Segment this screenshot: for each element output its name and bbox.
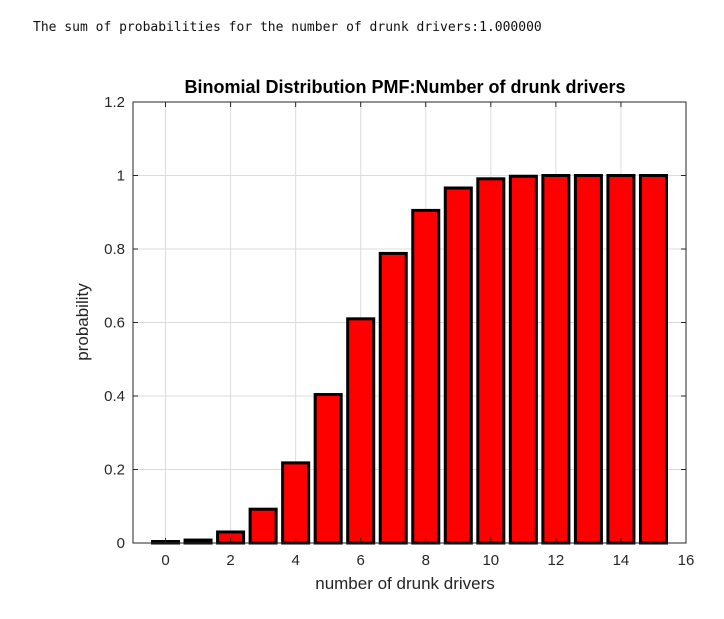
axes — [132, 101, 687, 544]
console-output-text: The sum of probabilities for the number … — [33, 20, 542, 35]
bar-9 — [443, 186, 473, 545]
bar-12 — [541, 174, 571, 545]
y-tick-label: 0.8 — [104, 241, 125, 258]
bar-14 — [606, 174, 636, 545]
y-tick-label: 0 — [117, 535, 125, 552]
y-tick-label: 1.2 — [104, 94, 125, 111]
x-tick-label: 14 — [613, 552, 630, 569]
y-tick-label: 0.2 — [104, 462, 125, 479]
bar-13 — [573, 174, 603, 545]
x-tick-label: 10 — [482, 552, 499, 569]
x-tick-label: 6 — [357, 552, 365, 569]
x-tick-label: 0 — [161, 552, 169, 569]
y-tick-label: 0.6 — [104, 315, 125, 332]
tick-labels: 0 2 4 6 8 10 12 14 16 0 0.2 0.4 0.6 0.8 1 1.2 — [104, 94, 694, 569]
bar-6 — [346, 317, 376, 545]
x-tick-label: 2 — [226, 552, 234, 569]
bar-15 — [638, 174, 668, 545]
y-tick-label: 0.4 — [104, 388, 125, 405]
y-axis-label: probability — [73, 283, 92, 361]
x-axis-label: number of drunk drivers — [315, 574, 495, 593]
bar-7 — [378, 251, 408, 545]
x-tick-label: 16 — [678, 552, 695, 569]
x-tick-label: 8 — [422, 552, 430, 569]
bar-10 — [476, 177, 506, 545]
bar-3 — [248, 507, 278, 545]
x-tick-label: 12 — [548, 552, 565, 569]
chart-title: Binomial Distribution PMF:Number of drun… — [184, 77, 625, 97]
bar-11 — [508, 174, 538, 545]
bar-8 — [411, 208, 441, 545]
y-tick-label: 1 — [117, 168, 125, 185]
bar-5 — [313, 393, 343, 545]
bar-4 — [281, 461, 311, 545]
bars — [151, 174, 668, 545]
x-tick-label: 4 — [291, 552, 299, 569]
